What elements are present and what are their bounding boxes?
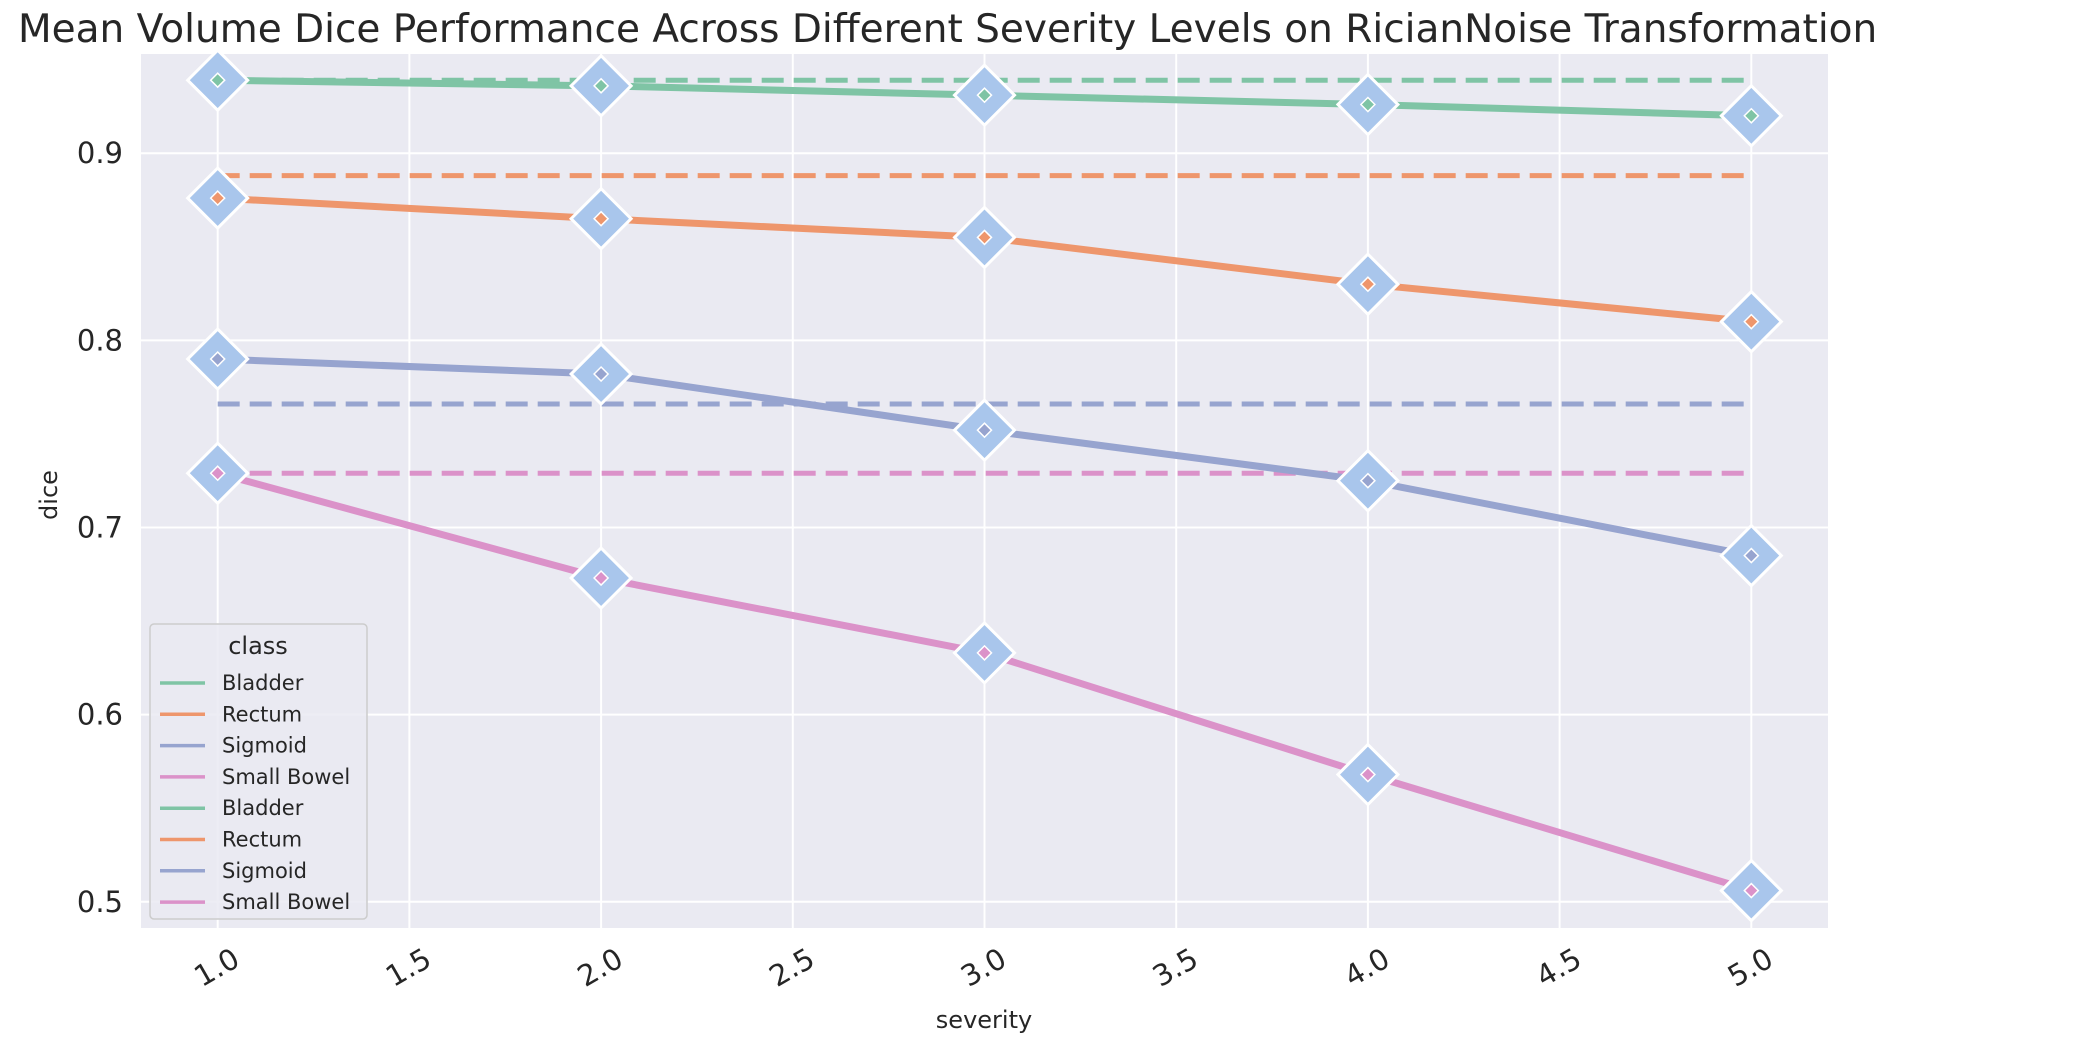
y-tick-label: 0.9 [77,136,123,170]
data-point-center [593,210,610,227]
legend-label: Rectum [222,828,302,852]
data-point-center [976,229,993,246]
y-tick-label: 0.7 [77,510,123,544]
x-tick-label: 4.0 [1338,941,1395,994]
x-tick-label: 5.0 [1722,941,1779,994]
y-tick-label: 0.5 [77,885,123,919]
data-point-center [1743,547,1760,564]
x-tick-label: 1.5 [380,941,437,994]
data-point-center [976,644,993,661]
x-tick-label: 3.5 [1147,941,1204,994]
data-point-center [209,190,226,207]
x-tick-label: 4.5 [1530,941,1587,994]
y-tick-label: 0.6 [77,698,123,732]
data-point-center [1359,96,1376,113]
legend-label: Bladder [222,671,304,695]
data-point-center [976,87,993,104]
data-point-center [1359,766,1376,783]
legend-label: Sigmoid [222,734,307,758]
data-point-center [1359,276,1376,293]
data-point-center [593,365,610,383]
data-point-center [1743,882,1760,899]
chart-title: Mean Volume Dice Performance Across Diff… [18,7,1877,52]
data-point-center [1359,472,1376,489]
legend-label: Small Bowel [222,890,350,914]
y-tick-label: 0.8 [77,323,123,357]
legend-label: Sigmoid [222,859,307,883]
x-tick-label: 2.0 [572,941,629,994]
data-point-center [1743,313,1760,330]
legend-entries: Bladder Rectum Sigmoid Small Bowel Bladder Re… [160,671,350,914]
x-tick-label: 1.0 [188,941,245,994]
legend-label: Small Bowel [222,765,350,789]
data-point-center [593,569,610,587]
data-markers [185,48,1784,923]
data-point-center [209,465,226,482]
legend-label: Rectum [222,702,302,726]
y-axis-label: dice [35,470,63,520]
x-tick-label: 2.5 [763,941,820,994]
legend-title: class [228,632,288,660]
data-point-center [209,350,226,368]
data-point-center [976,422,993,439]
data-point-center [209,72,226,89]
x-axis-label: severity [936,1006,1032,1034]
data-point-center [593,77,610,94]
x-tick-label: 3.0 [955,941,1012,994]
data-point-center [1743,107,1760,124]
legend-box [149,623,368,920]
legend-label: Bladder [222,796,304,820]
